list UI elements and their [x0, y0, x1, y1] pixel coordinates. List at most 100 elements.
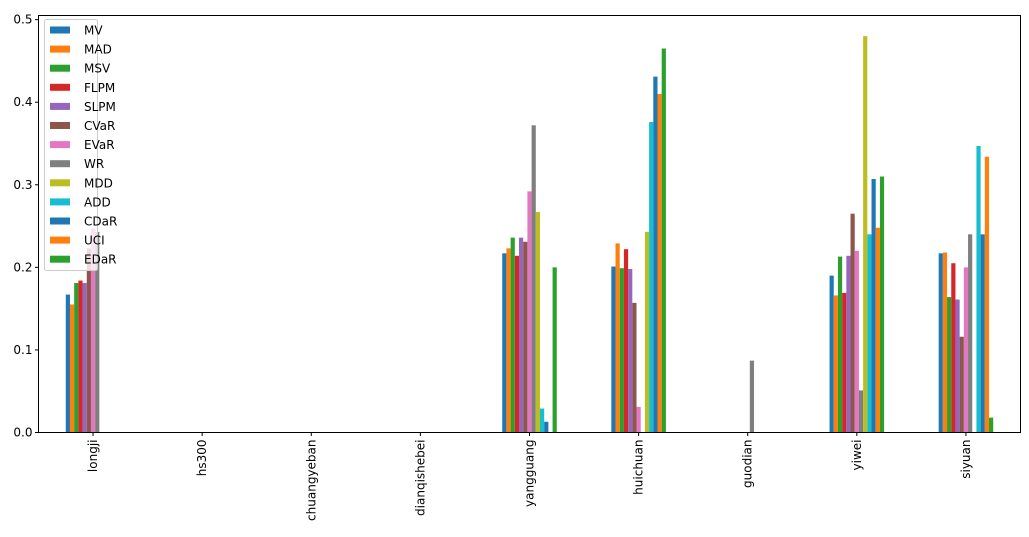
bar-edar-huichuan	[661, 48, 666, 433]
x-tick-label: longji	[86, 440, 100, 473]
y-tick-label: 0.2	[13, 260, 32, 274]
y-tick-label: 0.0	[13, 426, 32, 440]
bar-mad-siyuan	[942, 252, 948, 433]
bar-slpm-longji	[82, 283, 87, 433]
bar-wr-guodian	[749, 360, 755, 433]
bar-mv-yiwei	[829, 275, 834, 433]
legend-label-cdar: CDaR	[84, 215, 117, 229]
bar-mdd-huichuan	[644, 231, 650, 433]
legend-swatch-evar	[50, 141, 70, 149]
legend-swatch-edar	[50, 255, 70, 263]
x-tick-label: chuangyeban	[304, 440, 318, 521]
y-tick-label: 0.4	[13, 95, 32, 109]
legend-label-wr: WR	[84, 157, 104, 171]
legend-label-mv: MV	[84, 24, 103, 38]
bar-cdar-siyuan	[980, 234, 985, 433]
legend-swatch-mad	[50, 45, 70, 53]
legend-swatch-flpm	[50, 83, 70, 91]
bar-evar-huichuan	[636, 406, 641, 433]
bar-cvar-yangguang	[523, 241, 528, 433]
bar-add-yangguang	[539, 408, 545, 433]
bar-wr-yiwei	[858, 390, 864, 433]
bar-cvar-yiwei	[850, 213, 855, 433]
bar-cvar-siyuan	[959, 336, 964, 433]
legend-label-edar: EDaR	[84, 253, 117, 267]
bar-wr-longji	[95, 231, 100, 433]
bar-wr-siyuan	[968, 234, 973, 433]
bar-mad-yiwei	[833, 295, 838, 433]
bar-mv-siyuan	[938, 253, 943, 433]
bar-flpm-yiwei	[842, 292, 847, 433]
bar-slpm-siyuan	[955, 299, 960, 433]
bar-flpm-longji	[78, 280, 83, 433]
bar-msv-longji	[74, 283, 79, 433]
legend-label-cvar: CVaR	[84, 119, 115, 133]
bar-mad-yangguang	[506, 248, 511, 433]
bar-cdar-huichuan	[653, 76, 658, 433]
bar-add-siyuan	[976, 145, 981, 433]
legend: MV MAD MSV FLPM SLPM CVaR EVaR WR MDD ADD CDaR UCI E…	[44, 19, 117, 271]
x-tick-label: guodian	[741, 440, 755, 488]
legend-label-slpm: SLPM	[84, 100, 116, 114]
legend-swatch-slpm	[50, 102, 70, 110]
bar-flpm-yangguang	[514, 255, 520, 433]
bar-msv-yangguang	[510, 237, 515, 433]
bar-mdd-yangguang	[535, 212, 540, 433]
bar-cvar-longji	[86, 248, 91, 433]
bar-mdd-yiwei	[863, 36, 868, 433]
bar-wr-yangguang	[531, 125, 536, 433]
bar-uci-yiwei	[875, 227, 880, 433]
legend-label-flpm: FLPM	[84, 81, 115, 95]
bars	[65, 36, 994, 433]
bar-uci-huichuan	[657, 93, 662, 433]
bar-msv-yiwei	[837, 256, 843, 433]
legend-label-add: ADD	[84, 195, 111, 209]
bar-uci-siyuan	[984, 156, 990, 433]
y-tick-label: 0.3	[13, 178, 32, 192]
bar-add-huichuan	[649, 122, 654, 433]
y-axis: 0.0 0.1 0.2 0.3 0.4 0.5	[13, 13, 39, 440]
legend-box	[44, 19, 98, 271]
x-tick-label: yiwei	[850, 440, 864, 471]
bar-msv-huichuan	[619, 268, 624, 433]
bar-evar-siyuan	[963, 267, 969, 433]
bar-cdar-yiwei	[871, 178, 876, 433]
legend-swatch-cvar	[50, 122, 70, 129]
bar-mv-huichuan	[611, 266, 616, 433]
bar-edar-yiwei	[879, 176, 885, 433]
bar-mv-yangguang	[502, 253, 507, 433]
bar-flpm-siyuan	[951, 263, 956, 433]
plot-frame	[38, 15, 1021, 433]
y-tick-label: 0.1	[13, 343, 32, 357]
bar-cdar-yangguang	[544, 421, 549, 433]
legend-swatch-msv	[50, 64, 70, 72]
bar-evar-longji	[90, 228, 96, 433]
bar-edar-yangguang	[552, 267, 557, 433]
x-tick-label: huichuan	[632, 440, 646, 495]
bar-edar-siyuan	[989, 417, 994, 433]
x-tick-label: siyuan	[959, 440, 973, 479]
bar-slpm-yiwei	[846, 255, 851, 433]
x-tick-label: hs300	[195, 440, 209, 477]
legend-label-mdd: MDD	[84, 176, 113, 190]
legend-label-msv: MSV	[84, 62, 111, 76]
bar-evar-yangguang	[527, 191, 532, 433]
legend-label-mad: MAD	[84, 43, 112, 57]
legend-swatch-mdd	[50, 179, 70, 187]
legend-swatch-uci	[50, 236, 70, 244]
legend-swatch-add	[50, 198, 70, 206]
x-axis: longji hs300 chuangyeban dianqishebei yanggu…	[86, 432, 973, 521]
legend-label-uci: UCI	[84, 234, 105, 248]
legend-swatch-wr	[50, 160, 70, 168]
bar-slpm-huichuan	[628, 269, 633, 433]
bar-cvar-huichuan	[632, 302, 637, 433]
bar-mv-longji	[65, 294, 70, 433]
x-tick-label: yangguang	[523, 440, 537, 507]
bar-mad-longji	[69, 304, 75, 433]
x-tick-label: dianqishebei	[413, 440, 427, 516]
legend-label-evar: EVaR	[84, 138, 115, 152]
bar-evar-yiwei	[854, 250, 859, 433]
bar-msv-siyuan	[947, 297, 952, 433]
bar-slpm-yangguang	[519, 237, 524, 433]
